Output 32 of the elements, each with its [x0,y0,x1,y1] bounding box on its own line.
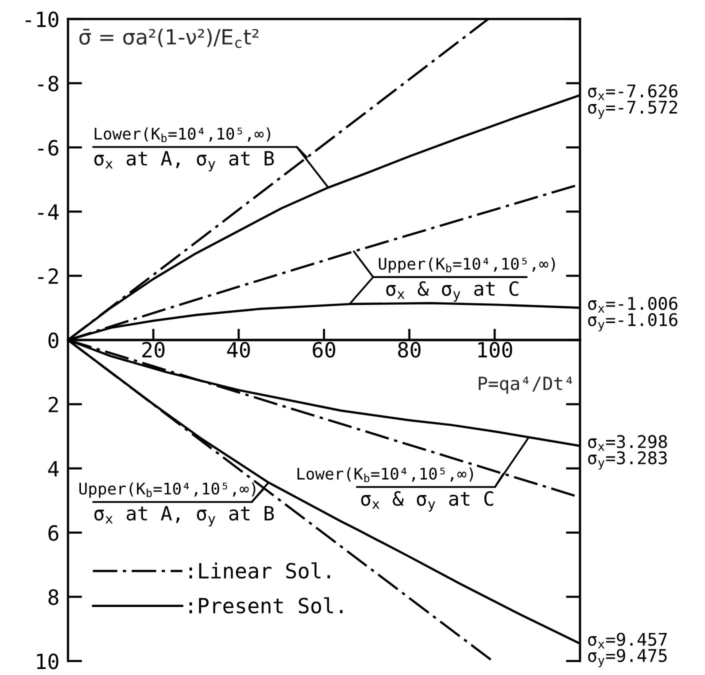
x-axis-title: P=qa⁴/Dt⁴ [478,376,572,394]
annotation: σ$_{x}$=9.457 σ$_{y}$=9.475 [588,632,667,668]
legend-label: :Present Sol. [189,597,343,614]
annotation: σ$_{x}$ at A, σ$_{y}$ at B [94,151,274,172]
annotation: σ$_{x}$=3.298 σ$_{y}$=3.283 [588,435,667,470]
annotation: Upper(K$_{b}$=10⁴,10⁵,∞) [378,257,555,273]
annotation: Lower(K$_{b}$=10⁴,10⁵,∞) [94,127,270,142]
annotation: Upper(K$_{b}$=10⁴,10⁵,∞) [79,482,256,498]
x-tick-label: 100 [478,342,512,358]
y-tick-label: -8 [38,76,58,92]
y-tick-label: 6 [48,525,58,541]
y-tick-label: 8 [48,589,58,606]
y-tick-label: -4 [38,204,59,220]
y-tick-label: 10 [37,654,58,670]
y-tick-label: -10 [26,12,58,28]
y-tick-label: -6 [38,140,58,156]
annotation: σ$_{x}$ at A, σ$_{y}$ at B [94,506,274,526]
y-axis-title: σ̄ = σa²(1-ν²)/E$_{c}$t² [79,28,258,48]
y-tick-label: -2 [38,268,58,284]
x-tick-label: 80 [398,342,421,358]
annotation: σ$_{x}$ & σ$_{y}$ at C [386,281,518,302]
annotation: σ$_{x}$=-1.006 σ$_{y}$=-1.016 [588,296,678,332]
legend-label: :Linear Sol. [189,562,330,579]
annotation: σ$_{x}$ & σ$_{y}$ at C [361,491,494,512]
x-tick-label: 40 [227,342,250,358]
x-tick-label: 60 [312,342,336,358]
annotation: σ$_{x}$=-7.626 σ$_{y}$=-7.572 [588,84,678,119]
x-tick-label: 20 [142,342,165,358]
y-tick-label: 0 [48,332,58,348]
y-tick-label: 4 [48,461,59,476]
annotation: Lower(K$_{b}$=10⁴,10⁵,∞) [298,467,473,482]
y-tick-label: 2 [48,396,58,412]
